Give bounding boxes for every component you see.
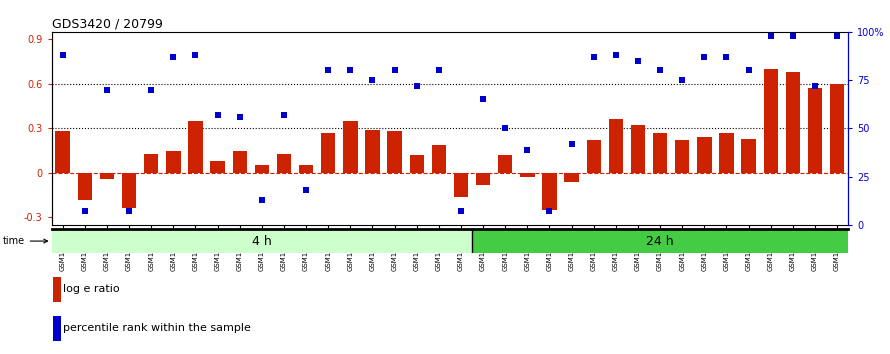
Point (210, 112, 224, 118)
Text: percentile rank within the sample: percentile rank within the sample (62, 323, 251, 333)
Bar (476, 173, 490, 185)
Bar (365, 130, 380, 173)
Point (676, 77, 690, 83)
Bar (299, 165, 313, 173)
Point (387, 68, 401, 73)
Bar (210, 161, 225, 173)
Point (299, 187, 313, 193)
Point (122, 209, 136, 214)
Point (521, 147, 535, 152)
Point (100, 87, 114, 93)
Text: log e ratio: log e ratio (62, 284, 119, 294)
Bar (829, 84, 845, 173)
Point (344, 68, 358, 73)
Bar (77, 173, 92, 200)
Point (365, 77, 379, 83)
Bar (719, 133, 733, 173)
Bar (52, 229, 472, 253)
Point (321, 68, 336, 73)
Bar (786, 72, 800, 173)
Point (564, 141, 578, 147)
Bar (498, 155, 513, 173)
Bar (55, 131, 70, 173)
Bar (675, 140, 690, 173)
Point (55, 52, 69, 58)
Bar (122, 173, 136, 209)
Point (255, 197, 269, 202)
Bar (631, 125, 645, 173)
Bar (255, 165, 269, 173)
Bar (344, 121, 358, 173)
Bar (53, 316, 61, 341)
Point (587, 54, 601, 60)
Point (542, 209, 556, 214)
Bar (454, 173, 468, 196)
Bar (144, 154, 158, 173)
Point (719, 54, 733, 60)
Point (741, 68, 756, 73)
Point (166, 54, 181, 60)
Point (232, 114, 247, 120)
Bar (432, 145, 446, 173)
Point (409, 83, 424, 89)
Bar (387, 131, 401, 173)
Point (189, 52, 203, 58)
Bar (472, 229, 848, 253)
Point (808, 83, 822, 89)
Point (476, 97, 490, 102)
Bar (741, 139, 756, 173)
Point (454, 209, 468, 214)
Text: GDS3420 / 20799: GDS3420 / 20799 (52, 18, 163, 31)
Bar (808, 88, 822, 173)
Point (432, 68, 446, 73)
Point (653, 68, 668, 73)
Bar (409, 155, 424, 173)
Bar (653, 133, 668, 173)
Text: 4 h: 4 h (252, 235, 271, 247)
Point (498, 125, 513, 131)
Point (786, 33, 800, 39)
Bar (166, 150, 181, 173)
Point (77, 209, 92, 214)
Bar (520, 173, 535, 177)
Point (764, 33, 778, 39)
Bar (189, 121, 203, 173)
Bar (53, 277, 61, 302)
Bar (232, 150, 247, 173)
Bar (609, 119, 623, 173)
Bar (277, 154, 291, 173)
Point (144, 87, 158, 93)
Bar (321, 133, 336, 173)
Bar (587, 140, 601, 173)
Text: 24 h: 24 h (646, 235, 674, 247)
Text: time: time (3, 236, 47, 246)
Bar (697, 137, 711, 173)
Bar (100, 173, 114, 179)
Point (631, 58, 645, 64)
Bar (564, 173, 578, 182)
Point (830, 33, 845, 39)
Point (609, 52, 623, 58)
Point (697, 54, 711, 60)
Bar (542, 173, 556, 210)
Point (277, 112, 291, 118)
Bar (764, 69, 778, 173)
